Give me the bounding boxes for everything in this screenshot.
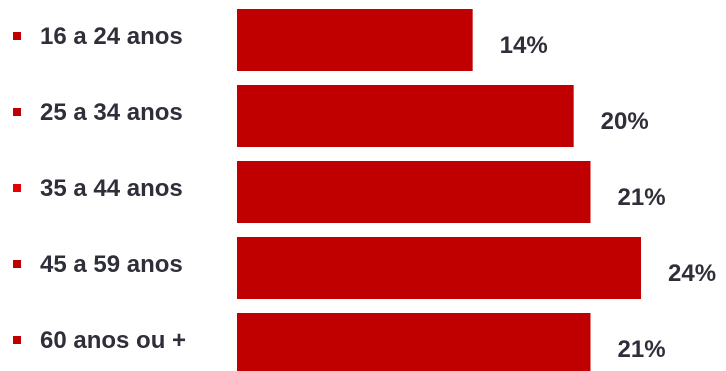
value-label: 24% [668, 260, 716, 287]
category-label: 45 a 59 anos [40, 251, 183, 278]
bullet-marker [13, 32, 21, 40]
bullet-marker [13, 260, 21, 268]
category-label: 16 a 24 anos [40, 23, 183, 50]
bullet-marker [13, 108, 21, 116]
value-labels: 14% 20% 21% 24% 21% [500, 32, 716, 363]
category-bullets [13, 32, 21, 344]
value-label: 14% [500, 32, 548, 59]
bar [237, 237, 641, 299]
bullet-marker [13, 184, 21, 192]
bar [237, 313, 591, 371]
value-label: 21% [618, 184, 666, 211]
bar [237, 161, 591, 223]
value-label: 20% [601, 108, 649, 135]
category-label: 25 a 34 anos [40, 99, 183, 126]
bar [237, 9, 473, 71]
category-label: 35 a 44 anos [40, 175, 183, 202]
category-labels: 16 a 24 anos 25 a 34 anos 35 a 44 anos 45 a… [40, 23, 186, 354]
bullet-marker [13, 336, 21, 344]
value-label: 21% [618, 336, 666, 363]
bar [237, 85, 574, 147]
category-label: 60 anos ou + [40, 327, 186, 354]
bars [237, 9, 641, 371]
